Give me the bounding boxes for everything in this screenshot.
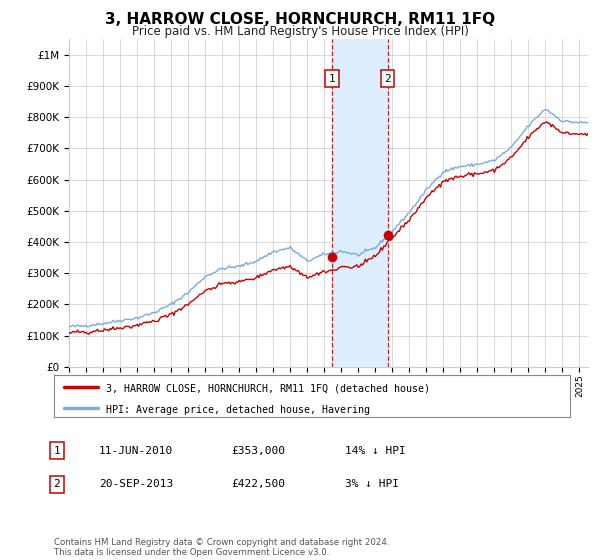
Text: 3% ↓ HPI: 3% ↓ HPI	[345, 479, 399, 489]
Text: 1: 1	[53, 446, 61, 456]
Text: 20-SEP-2013: 20-SEP-2013	[99, 479, 173, 489]
Text: 2: 2	[53, 479, 61, 489]
Text: HPI: Average price, detached house, Havering: HPI: Average price, detached house, Have…	[106, 405, 370, 414]
Text: £353,000: £353,000	[231, 446, 285, 456]
Text: Contains HM Land Registry data © Crown copyright and database right 2024.
This d: Contains HM Land Registry data © Crown c…	[54, 538, 389, 557]
Text: 1: 1	[328, 73, 335, 83]
Text: 3, HARROW CLOSE, HORNCHURCH, RM11 1FQ (detached house): 3, HARROW CLOSE, HORNCHURCH, RM11 1FQ (d…	[106, 384, 430, 394]
Text: 3, HARROW CLOSE, HORNCHURCH, RM11 1FQ: 3, HARROW CLOSE, HORNCHURCH, RM11 1FQ	[105, 12, 495, 27]
Bar	[332, 39, 388, 367]
Text: 11-JUN-2010: 11-JUN-2010	[99, 446, 173, 456]
Text: 2: 2	[384, 73, 391, 83]
Text: £422,500: £422,500	[231, 479, 285, 489]
Text: Price paid vs. HM Land Registry's House Price Index (HPI): Price paid vs. HM Land Registry's House …	[131, 25, 469, 38]
Text: 14% ↓ HPI: 14% ↓ HPI	[345, 446, 406, 456]
